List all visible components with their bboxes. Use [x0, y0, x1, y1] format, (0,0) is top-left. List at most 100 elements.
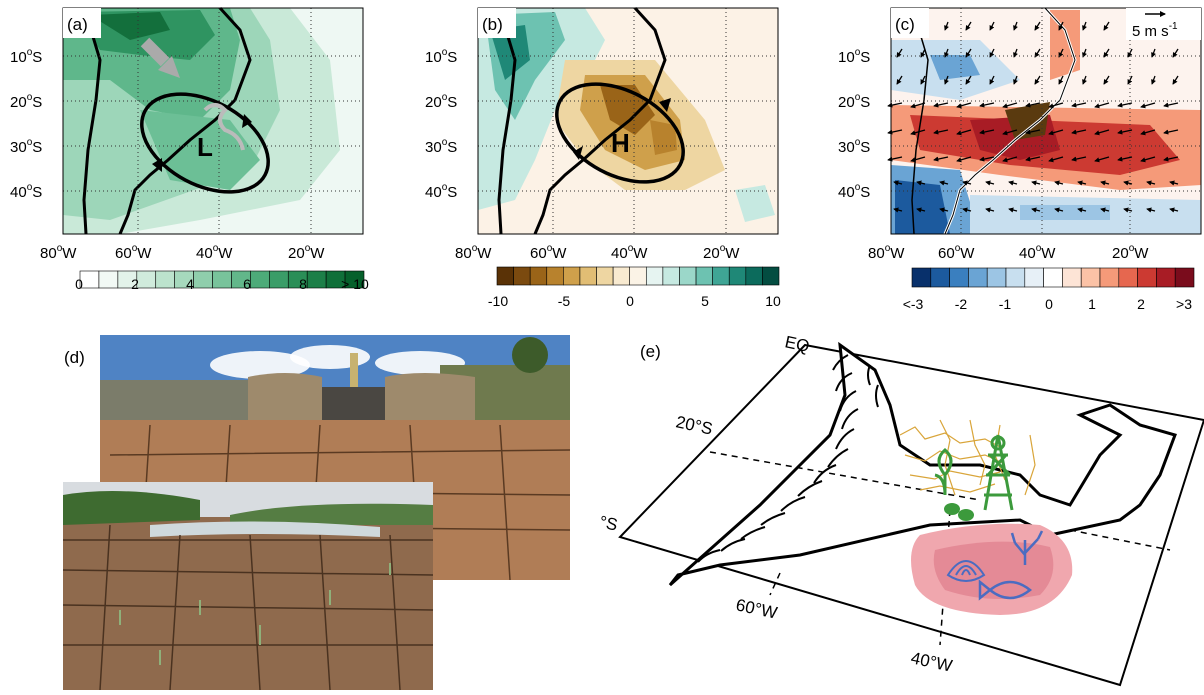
- vector-reference-label: 5 m s-1: [1132, 21, 1178, 40]
- wind-vector: [979, 102, 995, 108]
- wind-vector: [887, 129, 903, 135]
- wind-vector: [933, 102, 949, 108]
- svg-text:40oW: 40oW: [611, 243, 648, 262]
- panel-e-label: (e): [640, 342, 661, 361]
- svg-text:60oW: 60oW: [938, 243, 975, 262]
- wind-vector: [1103, 75, 1110, 85]
- wind-vector: [920, 48, 926, 58]
- wind-vector: [965, 21, 972, 31]
- wind-vector: [1077, 180, 1087, 186]
- wind-vector: [1163, 102, 1179, 108]
- wind-vector: [893, 180, 903, 186]
- coffee-bean-icon: [944, 503, 974, 521]
- wind-vector: [1140, 156, 1156, 163]
- wind-vector: [1025, 129, 1041, 135]
- svg-text:30oS: 30oS: [10, 137, 42, 156]
- wind-vector: [1013, 48, 1018, 58]
- svg-text:<-3: <-3: [903, 296, 924, 312]
- wind-vector: [1031, 207, 1041, 213]
- wind-vector: [1163, 129, 1179, 135]
- wind-vector: [916, 180, 926, 186]
- wind-vector: [1071, 156, 1087, 162]
- wind-vector: [944, 21, 949, 31]
- svg-text:20oW: 20oW: [1112, 243, 1149, 262]
- svg-text:30oS: 30oS: [838, 137, 870, 156]
- wind-vector: [916, 207, 926, 213]
- colorbar-swatch: [579, 266, 597, 286]
- wind-vector: [1094, 129, 1110, 136]
- agriculture-icon: [934, 448, 953, 496]
- wind-vector: [1123, 180, 1133, 186]
- wind-vector: [944, 48, 949, 58]
- wind-vector: [1002, 156, 1018, 163]
- wind-vector: [933, 129, 949, 135]
- svg-text:10oS: 10oS: [10, 47, 42, 66]
- wind-vector: [965, 75, 972, 85]
- wind-vector: [1163, 156, 1179, 162]
- colorbar-swatch: [513, 266, 531, 286]
- south-america-coastline: [668, 341, 1177, 587]
- wind-vector: [965, 48, 972, 58]
- panel-b: H (b) 10oS 20oS 30oS 40oS 80oW 60oW 40oW…: [425, 6, 781, 309]
- colorbar-swatch: [930, 267, 950, 288]
- svg-text:20oW: 20oW: [703, 243, 740, 262]
- svg-text:20°S: 20°S: [674, 412, 714, 438]
- svg-text:40°S: 40°S: [600, 508, 619, 534]
- colorbar-swatch: [662, 266, 680, 286]
- colorbar-swatch: [563, 266, 581, 286]
- wind-vector: [956, 102, 972, 109]
- wind-vector: [989, 48, 995, 58]
- colorbar-swatch: [745, 266, 763, 286]
- svg-text:0: 0: [626, 293, 634, 309]
- svg-text:60oW: 60oW: [115, 243, 152, 262]
- cracked-reservoir-bed-photo: [62, 482, 434, 691]
- svg-text:40oS: 40oS: [838, 182, 870, 201]
- panel-a: L (a) 10oS 20oS 30oS 40oS 80oW 60oW 40oW…: [10, 6, 369, 292]
- panel-c-label: (c): [895, 15, 915, 34]
- wind-vector: [1054, 207, 1064, 213]
- svg-text:20oS: 20oS: [838, 92, 870, 111]
- svg-text:-5: -5: [558, 293, 571, 309]
- colorbar-swatch: [986, 267, 1007, 288]
- colorbar-swatch: [136, 270, 157, 289]
- wind-vector: [1082, 21, 1087, 31]
- power-tower-icon: [983, 434, 1014, 511]
- wind-vector: [1094, 156, 1110, 163]
- svg-text:80oW: 80oW: [455, 243, 492, 262]
- svg-text:-10: -10: [488, 293, 508, 309]
- wind-vector: [1117, 129, 1133, 135]
- wind-vector: [1140, 129, 1156, 136]
- colorbar-swatch: [762, 266, 780, 286]
- wind-vector: [985, 180, 995, 186]
- wind-vector: [1025, 156, 1041, 162]
- wind-vector: [956, 156, 972, 163]
- wind-vector: [1008, 180, 1018, 186]
- wind-vector: [1172, 48, 1179, 58]
- wind-vector: [1008, 207, 1018, 213]
- wind-vector: [910, 156, 926, 163]
- colorbar-swatch: [1062, 267, 1082, 288]
- wind-vector: [1117, 156, 1133, 162]
- panel-a-label: (a): [67, 15, 88, 34]
- colorbar-swatch: [269, 270, 289, 289]
- wind-vector: [1100, 207, 1110, 213]
- svg-text:40oS: 40oS: [425, 182, 457, 201]
- svg-text:> 10: > 10: [341, 276, 369, 292]
- lon-tick-labels: 80oW 60oW 40oW 20oW: [868, 243, 1149, 262]
- svg-text:10oS: 10oS: [425, 47, 457, 66]
- wind-vector: [1169, 207, 1179, 213]
- colorbar-swatch: [250, 270, 270, 289]
- panel-c: (c) 5 m s-1 10oS 20oS 30oS 40oS 80oW 60o…: [838, 6, 1202, 312]
- wind-vector: [920, 75, 926, 85]
- wind-vector: [1100, 180, 1110, 186]
- wind-vector: [939, 207, 949, 213]
- wind-vector: [1094, 102, 1110, 109]
- svg-text:8: 8: [299, 276, 307, 292]
- fish-icon: [978, 579, 1033, 601]
- colorbar-swatch: [712, 266, 730, 286]
- low-label: L: [197, 132, 213, 162]
- wind-vector: [962, 180, 972, 186]
- wind-vector: [985, 207, 995, 213]
- wind-vector: [1103, 21, 1110, 31]
- wind-vector: [1151, 48, 1156, 58]
